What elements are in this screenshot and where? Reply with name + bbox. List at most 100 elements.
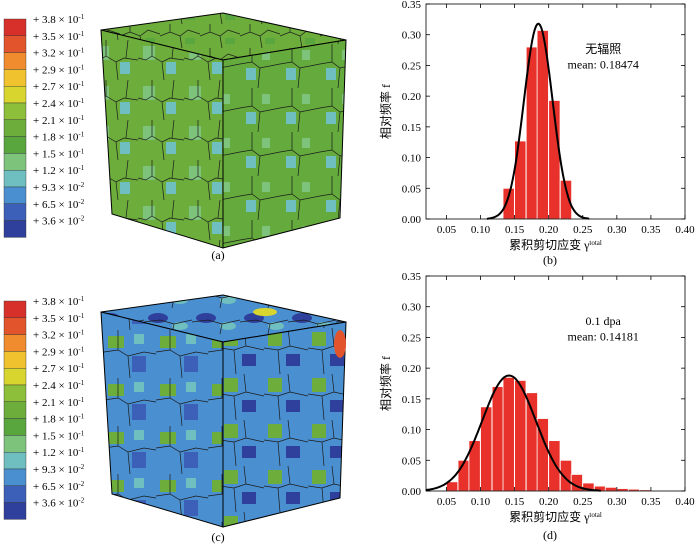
colorbar-label: + 1.2 × 10-1: [33, 446, 85, 459]
y-axis-label: 相对频率 f: [378, 84, 393, 139]
colorbar-label: + 3.5 × 10-1: [33, 312, 85, 325]
colorbar-swatch: [3, 102, 27, 120]
colorbar-exponent: -2: [78, 181, 84, 189]
caption-a: (a): [211, 248, 225, 262]
y-tick-label: 0.25: [402, 60, 422, 72]
colorbar-swatch: [3, 351, 27, 369]
colorbar-swatch: [3, 502, 27, 520]
colorbar-a: + 3.8 × 10-1 + 3.5 × 10-1 + 3.2 × 10-1 + 2.…: [3, 13, 85, 238]
x-axis-label: 累积剪切应变 γtotal: [509, 509, 602, 524]
colorbar-exponent: -1: [78, 131, 84, 139]
x-tick-label: 0.10: [471, 224, 491, 236]
colorbar-swatch: [3, 485, 27, 503]
y-tick-label: 0.00: [402, 486, 422, 498]
colorbar-exponent: -1: [78, 379, 84, 387]
colorbar-exponent: -1: [78, 429, 84, 437]
caption-d: (d): [543, 528, 557, 542]
colorbar-label: + 2.9 × 10-1: [33, 63, 85, 76]
colorbar-swatch: [3, 153, 27, 171]
colorbar-label: + 2.7 × 10-1: [33, 362, 85, 375]
colorbar-exponent: -1: [78, 362, 84, 370]
x-tick-label: 0.05: [437, 224, 457, 236]
colorbar-label: + 9.3 × 10-2: [33, 463, 85, 476]
colorbar-swatch: [3, 18, 27, 36]
x-axis-label: 累积剪切应变 γtotal: [509, 237, 602, 252]
colorbar-label: + 2.1 × 10-1: [33, 396, 85, 409]
cube-c: [100, 294, 347, 528]
colorbar-swatch: [3, 85, 27, 104]
histogram-bar: [514, 380, 527, 492]
colorbar-exponent: -1: [78, 114, 84, 122]
colorbar-swatch: [3, 136, 27, 154]
colorbar-exponent: -2: [78, 215, 84, 223]
colorbar-label: + 9.3 × 10-2: [33, 181, 85, 194]
colorbar-exponent: -2: [78, 497, 84, 505]
colorbar-label: + 2.9 × 10-1: [33, 345, 85, 358]
colorbar-label: + 3.8 × 10-1: [33, 295, 85, 308]
colorbar-swatch: [3, 451, 27, 470]
chart-d: 0.00 0.05 0.10 0.15 0.20 0.25 0.30 0.35 0.05 0.10…: [378, 272, 695, 524]
colorbar-label: + 1.5 × 10-1: [33, 147, 85, 160]
y-tick-label: 0.15: [402, 122, 422, 134]
plot-frame: [425, 275, 686, 492]
colorbar-exponent: -2: [78, 480, 84, 488]
x-tick-label: 0.10: [471, 496, 491, 508]
panel-a: + 3.8 × 10-1 + 3.5 × 10-1 + 3.2 × 10-1 + 2.…: [3, 12, 347, 249]
colorbar-swatch: [3, 435, 27, 453]
colorbar-swatch: [3, 186, 27, 204]
colorbar-swatch: [3, 418, 27, 436]
histogram-bar: [548, 440, 561, 492]
y-tick-label: 0.10: [402, 153, 422, 165]
x-axis-label-sup: total: [589, 239, 601, 247]
colorbar-label: + 6.5 × 10-2: [33, 480, 85, 493]
plot-frame: [425, 3, 686, 220]
colorbar-exponent: -1: [78, 345, 84, 353]
colorbar-swatch: [3, 317, 27, 335]
colorbar-swatch: [3, 69, 27, 87]
colorbar-exponent: -2: [78, 463, 84, 471]
colorbar-swatch: [3, 203, 27, 221]
x-tick-label: 0.20: [539, 496, 559, 508]
chart-b: 0.00 0.05 0.10 0.15 0.20 0.25 0.30 0.35 0.05 0.10…: [378, 0, 695, 252]
colorbar-swatch: [3, 334, 27, 352]
x-tick-label: 0.35: [641, 496, 661, 508]
y-tick-label: 0.35: [402, 272, 422, 283]
colorbar-label: + 1.2 × 10-1: [33, 164, 85, 177]
normal-fit-curve: [486, 22, 590, 220]
y-tick-label: 0.15: [402, 394, 422, 406]
colorbar-swatch: [3, 468, 27, 486]
y-axis-label: 相对频率 f: [378, 356, 393, 411]
colorbar-label: + 2.4 × 10-1: [33, 97, 85, 110]
colorbar-label: + 3.2 × 10-1: [33, 47, 85, 60]
y-tick-label: 0.05: [402, 183, 422, 195]
x-tick-label: 0.40: [675, 224, 695, 236]
histogram-bar: [502, 376, 515, 492]
mean-label: mean: 0.14181: [568, 330, 639, 344]
colorbar-exponent: -1: [78, 446, 84, 454]
colorbar-c: + 3.8 × 10-1 + 3.5 × 10-1 + 3.2 × 10-1 + 2.…: [3, 295, 85, 520]
caption-b: (b): [543, 253, 557, 267]
cube-a: [100, 12, 347, 249]
normal-fit-curve: [425, 374, 601, 492]
histogram-bar: [604, 486, 618, 492]
panel-c: + 3.8 × 10-1 + 3.5 × 10-1 + 3.2 × 10-1 + 2.…: [3, 294, 347, 528]
colorbar-label: + 1.8 × 10-1: [33, 131, 85, 144]
y-tick-label: 0.00: [402, 214, 422, 226]
colorbar-exponent: -2: [78, 198, 84, 206]
colorbar-label: + 1.8 × 10-1: [33, 413, 85, 426]
colorbar-label: + 2.7 × 10-1: [33, 80, 85, 93]
colorbar-swatch: [3, 401, 27, 419]
colorbar-label: + 3.8 × 10-1: [33, 13, 85, 26]
histogram-bar: [491, 386, 504, 492]
colorbar-swatch: [3, 367, 27, 386]
colorbar-label: + 3.2 × 10-1: [33, 329, 85, 342]
colorbar-exponent: -1: [78, 295, 84, 303]
colorbar-exponent: -1: [78, 164, 84, 172]
histogram-bar: [525, 392, 538, 492]
colorbar-label: + 6.5 × 10-2: [33, 198, 85, 211]
colorbar-label: + 1.5 × 10-1: [33, 429, 85, 442]
x-tick-label: 0.25: [573, 224, 593, 236]
y-tick-label: 0.30: [402, 30, 422, 42]
x-tick-label: 0.30: [607, 496, 627, 508]
colorbar-exponent: -1: [78, 413, 84, 421]
